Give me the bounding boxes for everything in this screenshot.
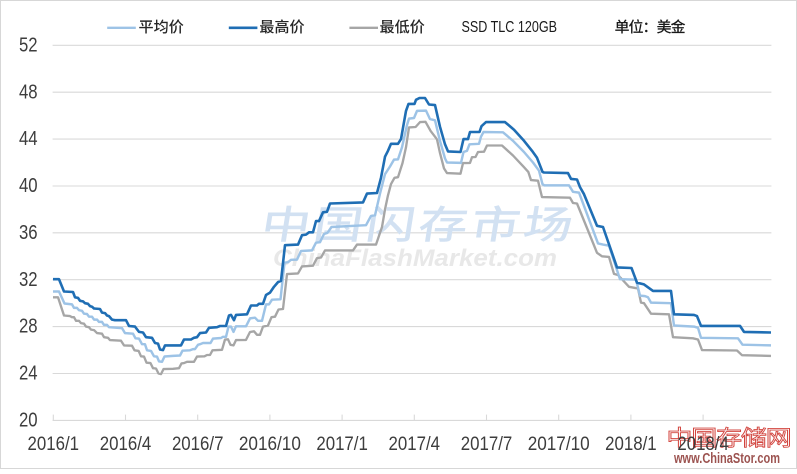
svg-text:24: 24: [19, 363, 38, 385]
svg-text:32: 32: [19, 269, 38, 291]
svg-text:2017/1: 2017/1: [316, 434, 368, 455]
svg-text:2016/1: 2016/1: [28, 434, 80, 455]
svg-text:44: 44: [19, 128, 38, 150]
svg-text:52: 52: [19, 34, 38, 56]
svg-text:36: 36: [19, 222, 38, 244]
svg-text:2018/1: 2018/1: [605, 434, 657, 455]
svg-text:2018/4: 2018/4: [677, 434, 729, 455]
svg-text:28: 28: [19, 316, 38, 338]
svg-text:2017/4: 2017/4: [389, 434, 441, 455]
svg-text:2017/10: 2017/10: [528, 434, 590, 455]
svg-text:48: 48: [19, 81, 38, 103]
svg-text:2016/7: 2016/7: [172, 434, 224, 455]
svg-text:2017/7: 2017/7: [461, 434, 513, 455]
svg-text:20: 20: [19, 410, 38, 432]
svg-text:www.ChinaStor.com: www.ChinaStor.com: [673, 451, 780, 467]
svg-text:2016/10: 2016/10: [239, 434, 301, 455]
svg-text:SSD TLC 120GB: SSD TLC 120GB: [462, 19, 558, 36]
svg-text:2016/4: 2016/4: [100, 434, 152, 455]
svg-text:40: 40: [19, 175, 38, 197]
